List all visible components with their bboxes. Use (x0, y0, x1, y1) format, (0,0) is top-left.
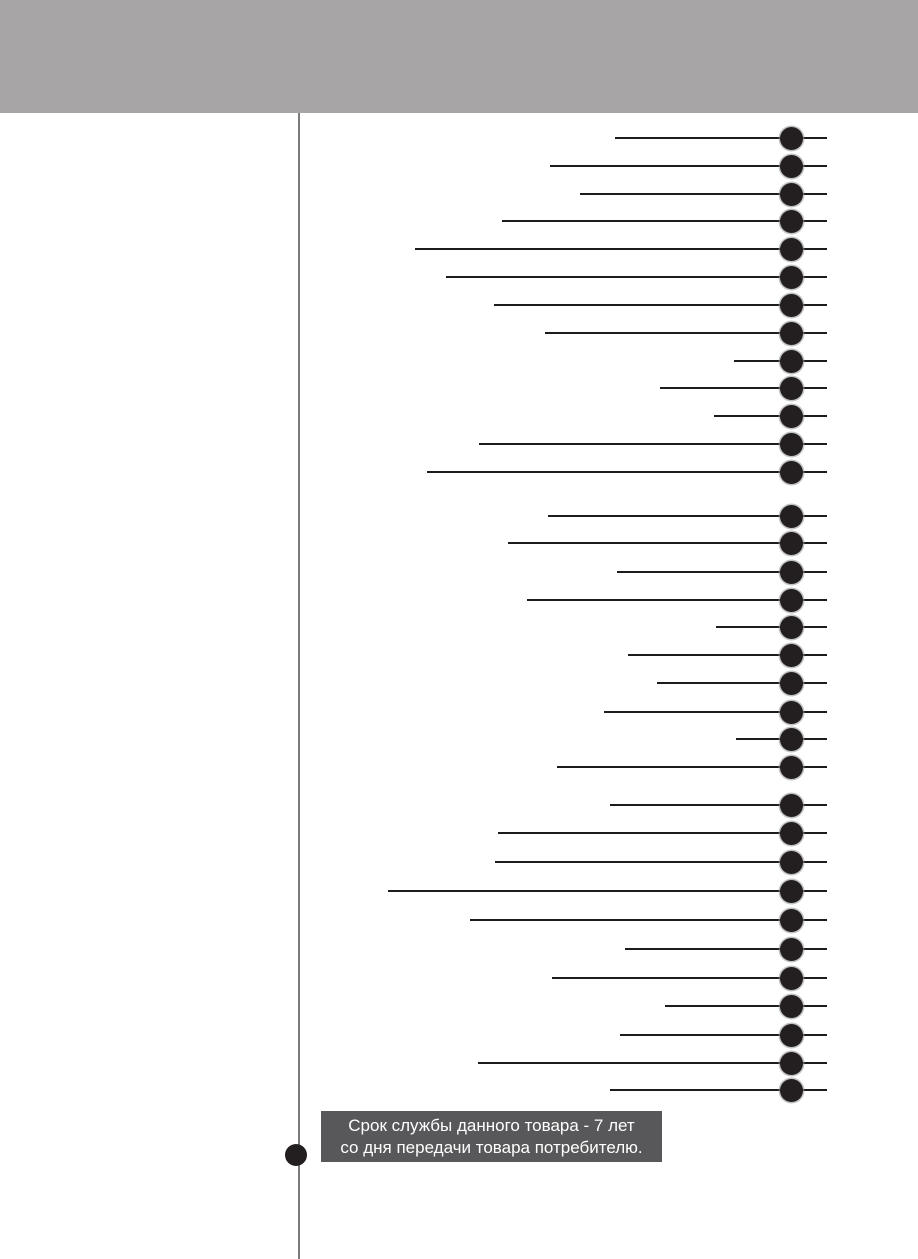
callout-dot (779, 1078, 803, 1102)
callout-dot (779, 671, 803, 695)
callout-dot (779, 1023, 803, 1047)
leader-line (479, 443, 827, 445)
callout-dot (779, 349, 803, 373)
leader-line (610, 1089, 827, 1091)
leader-line (714, 415, 827, 417)
callout-dot (779, 432, 803, 456)
callout-dot (779, 879, 803, 903)
notice-callout-dot (285, 1144, 307, 1166)
lifespan-notice: Срок службы данного товара - 7 лет со дн… (321, 1111, 662, 1162)
callout-dot (779, 727, 803, 751)
leader-line (660, 387, 827, 389)
callout-dot (779, 966, 803, 990)
callout-dot (779, 265, 803, 289)
leader-line (527, 599, 827, 601)
leader-line (580, 193, 827, 195)
leader-line (502, 220, 827, 222)
leader-line (415, 248, 827, 250)
callout-dot (779, 531, 803, 555)
callout-dot (779, 560, 803, 584)
leader-line (494, 304, 827, 306)
leader-line (628, 654, 827, 656)
leader-line (470, 919, 827, 921)
callout-dot (779, 821, 803, 845)
lifespan-notice-line2: со дня передачи товара потребителю. (340, 1137, 643, 1157)
callout-dot (779, 1051, 803, 1075)
callout-dot (779, 793, 803, 817)
leader-line (617, 571, 827, 573)
leader-line (495, 861, 827, 863)
leader-line (508, 542, 827, 544)
lifespan-notice-line1: Срок службы данного товара - 7 лет (348, 1116, 635, 1135)
leader-line (548, 515, 827, 517)
leader-line (498, 832, 827, 834)
leader-line (388, 890, 827, 892)
leader-line (478, 1062, 827, 1064)
callout-dot (779, 994, 803, 1018)
leader-line (610, 804, 827, 806)
callout-dot (779, 404, 803, 428)
callout-dot (779, 643, 803, 667)
leader-line (625, 948, 827, 950)
callout-dot (779, 182, 803, 206)
leader-line (716, 626, 827, 628)
page-divider-line (298, 113, 300, 1259)
callout-dot (779, 460, 803, 484)
leader-line (446, 276, 827, 278)
leader-line (557, 766, 827, 768)
leader-line (427, 471, 827, 473)
leader-line (620, 1034, 827, 1036)
callout-dot (779, 126, 803, 150)
callout-dot (779, 504, 803, 528)
leader-line (545, 332, 827, 334)
callout-dot (779, 615, 803, 639)
callout-dot (779, 237, 803, 261)
callout-dot (779, 154, 803, 178)
callout-dot (779, 321, 803, 345)
leader-line (550, 165, 827, 167)
callout-dot (779, 588, 803, 612)
callout-dot (779, 850, 803, 874)
header-band (0, 0, 918, 113)
callout-dot (779, 908, 803, 932)
leader-line (552, 977, 827, 979)
callout-dot (779, 293, 803, 317)
leader-line (615, 137, 827, 139)
leader-line (604, 711, 827, 713)
callout-dot (779, 700, 803, 724)
leader-line (657, 682, 827, 684)
callout-dot (779, 376, 803, 400)
callout-dot (779, 937, 803, 961)
callout-dot (779, 209, 803, 233)
callout-dot (779, 755, 803, 779)
leader-line (665, 1005, 827, 1007)
